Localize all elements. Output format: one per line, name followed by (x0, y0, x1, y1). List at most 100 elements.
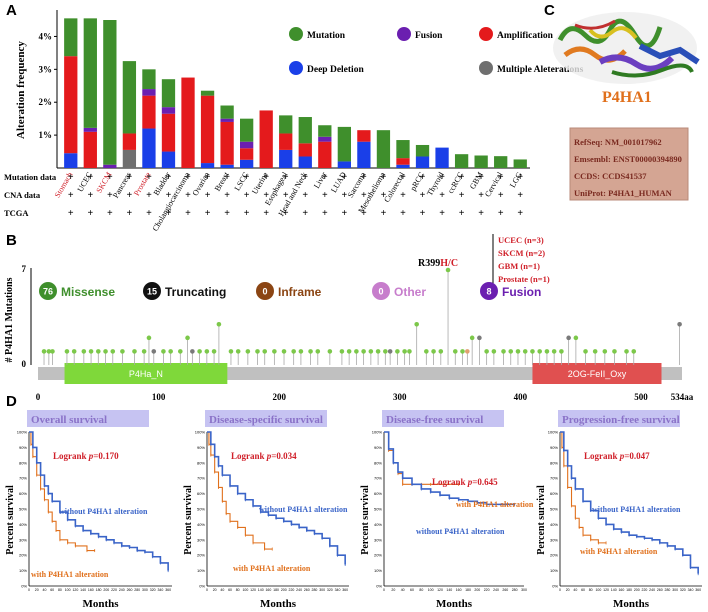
panel-a-alteration-chart: 1%2%3%4%Alteration frequencyStomach+++UC… (4, 10, 584, 233)
b-lollipop-head (530, 349, 535, 354)
a-row-marker: + (517, 190, 523, 201)
d-y-tick-label: 100% (17, 430, 28, 435)
b-lollipop-head (414, 321, 419, 327)
b-lollipop-head (41, 349, 47, 354)
b-lollipop-head (551, 349, 557, 354)
a-bar-deep_deletion (435, 147, 449, 168)
b-lollipop-head (110, 349, 116, 354)
d-y-tick-label: 60% (197, 491, 205, 496)
d-x-tick-label: 300 (672, 588, 678, 592)
survival-panel-3: Disease-free survival 0% 10% 20% 30% 40% 50% 60… (360, 410, 534, 610)
a-bar-amplification (298, 143, 312, 157)
d-y-tick-label: 80% (19, 460, 27, 465)
panel-label-a: A (6, 2, 17, 19)
d-x-tick-label: 100 (242, 588, 248, 592)
b-lollipop-head (216, 321, 222, 327)
a-bar-mutation (220, 105, 234, 119)
b-domain (64, 363, 228, 384)
a-row-marker: + (283, 190, 289, 201)
panel-b-lollipop-chart: 7 0 # P4HA1 Mutations P4Ha_N 2OG-FeII_Oxy 0 10… (4, 234, 694, 402)
a-row-marker: + (459, 172, 465, 183)
a-row-marker: + (166, 208, 172, 219)
d-x-tick-label: 200 (474, 588, 480, 592)
a-legend-label: Fusion (415, 31, 443, 41)
a-row-marker: + (439, 208, 445, 219)
d-x-tick-label: 80 (236, 588, 240, 592)
d-x-tick-label: 140 (80, 588, 86, 592)
a-bar-amplification (200, 95, 215, 164)
d-x-tick-label: 0 (28, 588, 30, 592)
b-lollipop-head (50, 349, 55, 354)
d-p-label: p (467, 477, 473, 487)
d-logrank-label: Logrank (53, 451, 89, 461)
b-y-axis-label: # P4HA1 Mutations (4, 277, 15, 362)
b-x-end-label: 534aa (671, 392, 694, 402)
a-row-marker: + (322, 172, 328, 183)
b-lollipop-head (327, 349, 333, 354)
d-y-tick-label: 90% (197, 445, 205, 450)
info-refseq: RefSeq: NM_001017962 (574, 137, 662, 147)
b-lollipop-head (81, 349, 87, 354)
b-hotspot-label: R399H/C (418, 258, 458, 269)
d-p-value: =0.645 (472, 477, 498, 487)
a-row-marker: + (478, 172, 484, 183)
d-x-tick-label: 340 (157, 588, 163, 592)
d-y-tick-label: 0% (376, 584, 382, 589)
a-bar-fusion (103, 164, 117, 168)
a-bar-deep_deletion (142, 128, 156, 168)
b-lollipop-head (262, 349, 268, 354)
protein-name: P4HA1 (602, 89, 652, 106)
a-row-marker: + (146, 190, 152, 201)
d-x-tick-label: 120 (250, 588, 256, 592)
d-x-tick-label: 20 (213, 588, 217, 592)
a-legend-label: Mutation (307, 31, 346, 41)
a-row-marker: + (146, 172, 152, 183)
survival-panel-4: Progression-free survival 0% 10% 20% 30% 40% 5… (536, 410, 702, 610)
d-y-tick-label: 40% (374, 522, 382, 527)
b-lollipop-head (178, 349, 183, 354)
a-row-marker: + (185, 190, 191, 201)
b-lollipop-head (132, 349, 137, 354)
b-lollipop-head (424, 349, 429, 354)
d-curve-without_alt (384, 431, 515, 506)
a-row-marker: + (322, 208, 328, 219)
b-y-tick-max: 7 (22, 264, 27, 274)
a-row-marker: + (224, 190, 230, 201)
a-bar-mutation (318, 125, 332, 137)
a-bar-amplification (220, 121, 234, 165)
a-y-tick-label: 1% (39, 130, 53, 140)
a-bar-mutation (279, 115, 293, 134)
a-bar-mutation (396, 140, 410, 159)
d-x-tick-label: 220 (642, 588, 648, 592)
a-row-marker: + (185, 172, 191, 183)
d-x-tick-label: 360 (165, 588, 171, 592)
a-row-marker: + (439, 190, 445, 201)
b-legend-label: Truncating (165, 285, 226, 299)
d-x-tick-label: 140 (611, 588, 617, 592)
d-x-axis-label: Months (613, 598, 650, 610)
d-y-tick-label: 100% (372, 430, 383, 435)
d-logrank: Logrank p=0.047 (584, 451, 650, 461)
d-x-tick-label: 340 (688, 588, 694, 592)
b-lollipop-head (612, 349, 617, 354)
b-y-tick-zero: 0 (22, 359, 27, 369)
d-y-axis-label: Percent survival (183, 485, 194, 555)
d-y-tick-label: 90% (19, 445, 27, 450)
d-x-tick-label: 260 (304, 588, 310, 592)
a-bar-deep_deletion (161, 151, 176, 168)
b-lollipop-head (387, 349, 393, 354)
a-row-marker: + (68, 190, 74, 201)
b-x-tick-label: 100 (152, 392, 166, 402)
b-x-tick-label: 0 (36, 392, 41, 402)
a-row-marker: + (107, 190, 113, 201)
b-lollipop-head (235, 349, 241, 354)
d-y-tick-label: 40% (197, 522, 205, 527)
b-lollipop-head (120, 349, 125, 354)
d-x-tick-label: 60 (410, 588, 414, 592)
d-x-tick-label: 260 (502, 588, 508, 592)
a-bar-amplification (161, 113, 176, 152)
b-lollipop-head (291, 349, 296, 354)
a-bar-deep_deletion (415, 156, 430, 168)
a-row-marker: + (87, 208, 93, 219)
a-row-marker: + (459, 190, 465, 201)
